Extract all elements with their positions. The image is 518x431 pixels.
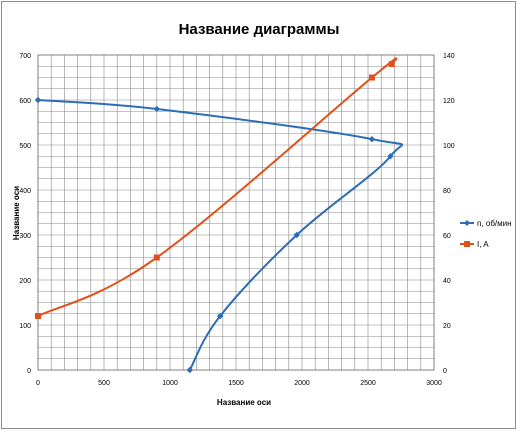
y2-tick-label: 40 [443,278,451,285]
y-tick-label: 500 [19,143,31,150]
i-series-point [368,74,375,81]
x-tick-label: 3000 [426,380,442,387]
grid [37,54,435,371]
i-series-line [37,57,398,317]
x-tick-label: 2500 [360,380,376,387]
n-series-point [216,312,224,320]
i-series-point [388,61,395,67]
x-tick-label: 2000 [294,380,310,387]
legend-item-i-marker [464,241,470,247]
x-axis-title: Название оси [217,398,271,407]
y2-tick-label: 120 [443,98,455,105]
y-axis-right: 0 20 40 60 80 100 120 140 [443,53,455,375]
y-tick-label: 600 [19,98,31,105]
y2-tick-label: 20 [443,323,451,330]
n-series-point [368,135,376,143]
y-tick-label: 400 [19,188,31,195]
y2-tick-label: 0 [443,368,447,375]
n-series-point [153,105,160,113]
legend-item-n-marker [464,220,470,226]
i-series-point [35,313,41,319]
n-series-point [34,96,42,104]
y-axis-title: Название оси [12,186,21,240]
y-tick-label: 300 [19,233,31,240]
n-series-point [387,153,394,160]
x-tick-label: 1000 [162,380,178,387]
y-tick-label: 200 [19,278,31,285]
y-tick-label: 700 [19,53,31,60]
n-series-point [186,366,193,374]
legend-item-n-label: n, об/мин [477,219,512,228]
x-tick-label: 500 [98,380,110,387]
y2-tick-label: 80 [443,188,451,195]
legend: n, об/мин I, A [460,219,512,249]
plot-area [37,54,435,371]
y2-tick-label: 100 [443,143,455,150]
x-tick-label: 0 [36,380,40,387]
y2-tick-label: 60 [443,233,451,240]
y-axis-left: 0 100 200 300 400 500 600 700 [19,53,31,375]
i-series-point [153,254,160,261]
x-axis: 0 500 1000 1500 2000 2500 3000 [36,380,442,387]
y-tick-label: 100 [19,323,31,330]
x-tick-label: 1500 [228,380,244,387]
y2-tick-label: 140 [443,53,455,60]
n-series-point [293,231,300,239]
series [34,57,404,374]
y-tick-label: 0 [27,368,31,375]
chart-title: Название диаграммы [179,21,340,38]
legend-item-i-label: I, A [477,240,489,249]
